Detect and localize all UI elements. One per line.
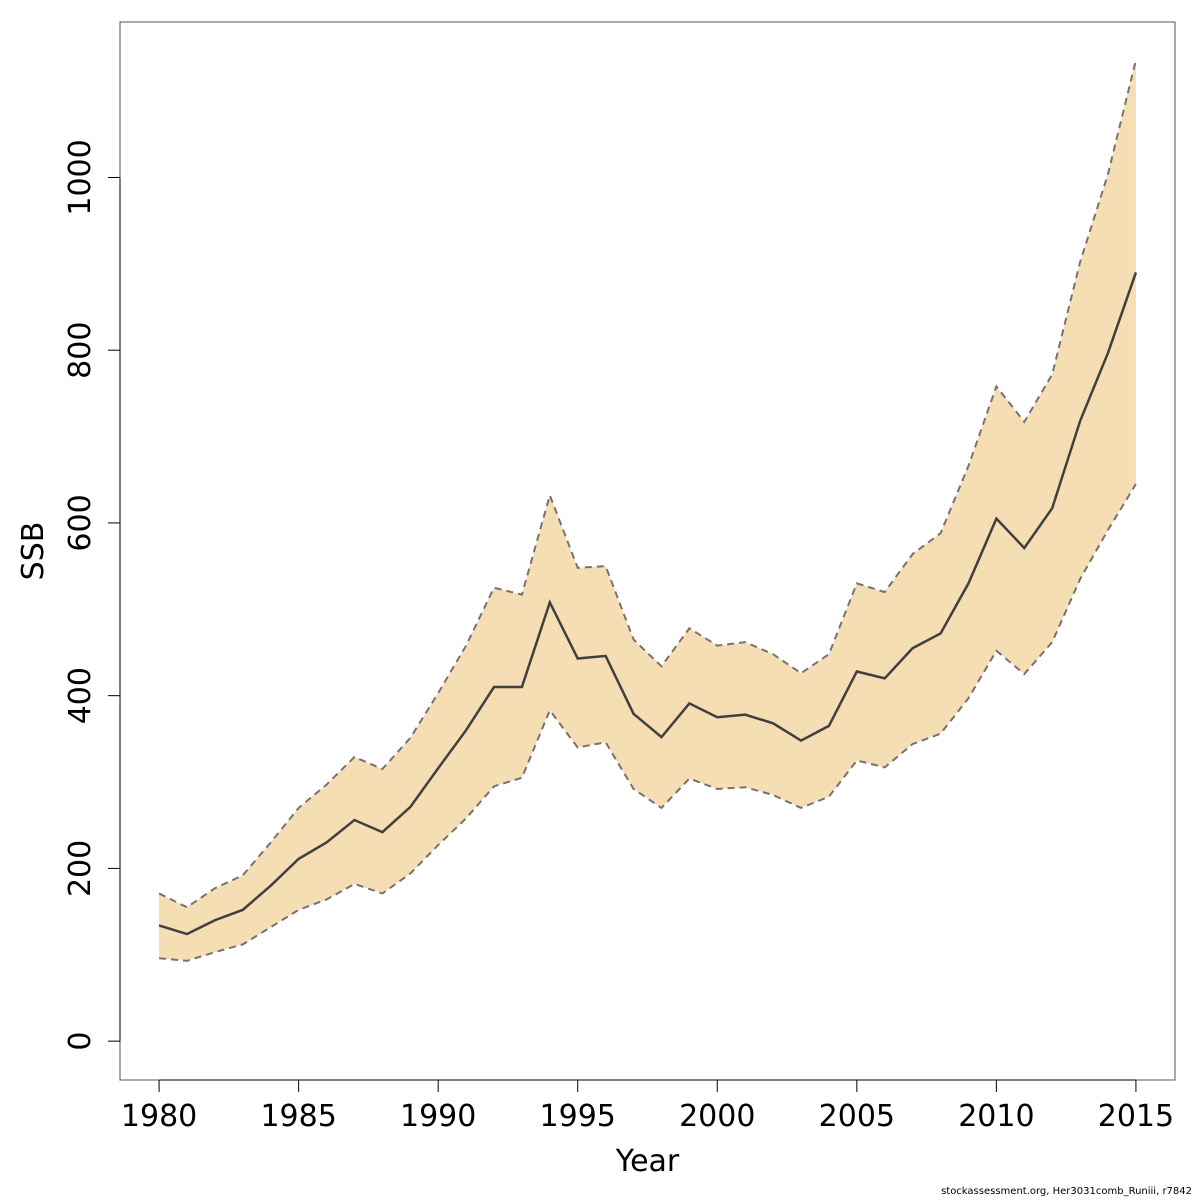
- ssb-estimate-line: [158, 272, 1138, 936]
- y-tick-label: 400: [63, 667, 98, 724]
- y-tick-label: 800: [63, 322, 98, 379]
- y-axis-title: SSB: [16, 522, 51, 581]
- lower-bound-line: [158, 483, 1137, 962]
- plot-area: [158, 59, 1138, 962]
- footer-credit: stockassessment.org, Her3031comb_Runiii,…: [941, 1186, 1192, 1197]
- x-tick-label: 1980: [121, 1099, 197, 1134]
- y-tick-label: 1000: [63, 139, 98, 215]
- x-tick-label: 2010: [958, 1099, 1034, 1134]
- x-tick-label: 2000: [679, 1099, 755, 1134]
- x-tick-label: 1995: [540, 1099, 616, 1134]
- y-tick-label: 200: [63, 840, 98, 897]
- x-axis-title: Year: [615, 1144, 680, 1179]
- x-tick-label: 2005: [819, 1099, 895, 1134]
- y-axis: 0 200 400 600 800 1000: [63, 139, 121, 1051]
- y-tick-label: 600: [63, 494, 98, 551]
- x-tick-label: 1985: [260, 1099, 336, 1134]
- upper-bound-line: [158, 59, 1137, 909]
- x-tick-label: 2015: [1098, 1099, 1174, 1134]
- x-tick-label: 1990: [400, 1099, 476, 1134]
- x-axis: 1980 1985 1990 1995 2000 2005 2010 2015: [121, 1079, 1174, 1134]
- y-tick-label: 0: [63, 1032, 98, 1051]
- confidence-band: [159, 60, 1136, 961]
